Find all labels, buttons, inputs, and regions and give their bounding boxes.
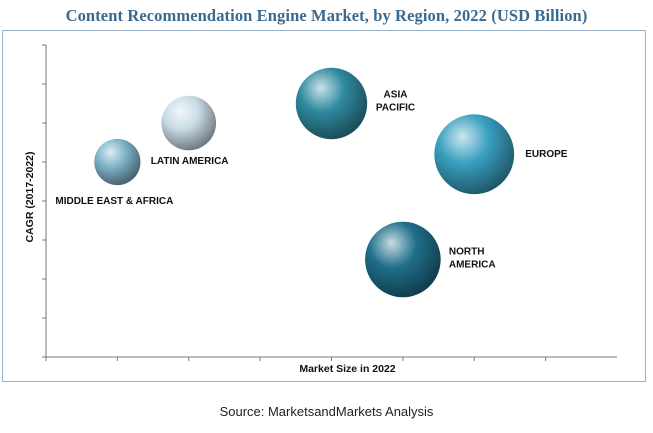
bubble-europe [434, 114, 515, 195]
bubble-labels: MIDDLE EAST & AFRICA LATIN AMERICA ASIA PAC… [55, 90, 567, 271]
source-note: Source: MarketsandMarkets Analysis [219, 404, 434, 419]
y-axis-label: CAGR (2017-2022) [24, 151, 36, 242]
bubble-label: NORTH AMERICA [449, 247, 496, 271]
bubble-label: EUROPE [525, 149, 568, 160]
chart-frame [2, 30, 646, 382]
bubble-north-america [365, 221, 441, 298]
bubble-asia-pacific [295, 67, 368, 140]
bubble-label: ASIA PACIFIC [376, 90, 415, 114]
x-axis-label: Market Size in 2022 [299, 363, 395, 375]
bubbles [94, 67, 515, 298]
bubble-latin-america [161, 95, 217, 151]
bubble-label: MIDDLE EAST & AFRICA [55, 196, 173, 207]
bubble-label: LATIN AMERICA [151, 156, 229, 167]
axes [42, 44, 617, 361]
chart-title: Content Recommendation Engine Market, by… [65, 6, 588, 25]
bubble-middle-east-africa [94, 138, 141, 186]
